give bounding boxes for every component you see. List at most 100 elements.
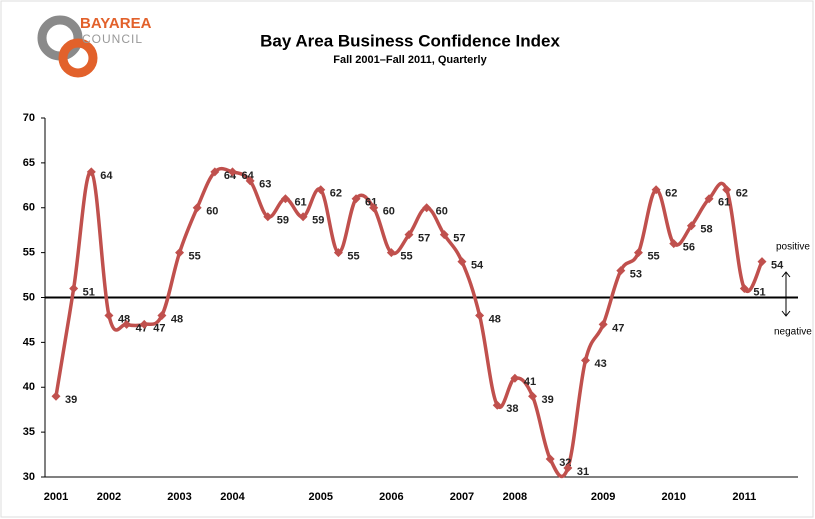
logo: BAYAREA COUNCIL (37, 15, 152, 78)
x-tick-label: 2004 (220, 491, 245, 503)
point (422, 203, 432, 213)
data-label: 54 (771, 260, 784, 272)
data-label: 64 (100, 170, 113, 182)
point (598, 319, 608, 329)
x-tick-label: 2006 (379, 491, 403, 503)
point (563, 463, 573, 473)
x-tick-label: 2007 (450, 491, 474, 503)
point (739, 284, 749, 294)
x-tick-label: 2001 (44, 491, 68, 503)
point (510, 373, 520, 383)
y-tick-label: 70 (23, 112, 35, 124)
data-label: 56 (683, 242, 695, 254)
point (210, 167, 220, 177)
y-tick-label: 30 (23, 471, 35, 483)
data-label: 38 (506, 403, 518, 415)
point (404, 230, 414, 240)
y-tick-label: 35 (23, 426, 35, 438)
annotation: negative (774, 327, 812, 338)
x-tick-label: 2002 (97, 491, 121, 503)
data-label: 39 (65, 394, 77, 406)
data-label: 58 (700, 224, 712, 236)
data-label: 53 (630, 268, 642, 280)
logo-text: BAYAREA (80, 15, 152, 32)
data-label: 48 (489, 313, 501, 325)
data-label: 63 (259, 179, 271, 191)
point (157, 310, 167, 320)
data-label: 60 (383, 206, 395, 218)
point (475, 310, 485, 320)
x-tick-label: 2009 (591, 491, 615, 503)
data-label: 55 (189, 251, 201, 263)
data-label: 47 (153, 322, 165, 334)
y-tick-label: 65 (23, 157, 35, 169)
point (280, 194, 290, 204)
point (86, 167, 96, 177)
point (439, 230, 449, 240)
point (757, 257, 767, 267)
x-tick-label: 2011 (732, 491, 756, 503)
point (333, 248, 343, 258)
data-label: 59 (312, 215, 324, 227)
point (545, 454, 555, 464)
point (228, 167, 237, 177)
x-tick-label: 2008 (503, 491, 527, 503)
point (386, 248, 396, 258)
data-label: 47 (612, 322, 624, 334)
y-tick-label: 60 (23, 202, 35, 214)
data-label: 60 (436, 206, 448, 218)
data-label: 62 (736, 188, 748, 200)
data-label: 43 (595, 358, 607, 370)
data-label: 57 (453, 233, 465, 245)
point (245, 176, 255, 186)
data-label: 48 (171, 313, 183, 325)
point (175, 248, 185, 258)
annotation: positive (776, 242, 810, 253)
data-label: 57 (418, 233, 430, 245)
point (581, 355, 590, 365)
x-tick-label: 2010 (662, 491, 686, 503)
data-label: 61 (718, 197, 730, 209)
data-label: 39 (542, 394, 554, 406)
point (686, 221, 696, 231)
point (492, 400, 502, 410)
x-tick-label: 2005 (309, 491, 333, 503)
point (633, 248, 643, 258)
x-tick-label: 2003 (167, 491, 191, 503)
data-label: 55 (400, 251, 412, 263)
data-label: 59 (277, 215, 289, 227)
data-label: 55 (647, 251, 659, 263)
point (616, 266, 626, 276)
data-label: 62 (330, 188, 342, 200)
y-tick-label: 45 (23, 336, 35, 348)
point (316, 185, 326, 195)
data-label: 55 (347, 251, 359, 263)
point (369, 203, 379, 213)
data-label: 60 (206, 206, 218, 218)
data-label: 62 (665, 188, 677, 200)
double-arrow (781, 271, 791, 317)
point (122, 319, 132, 329)
point (192, 203, 202, 213)
point (51, 391, 61, 401)
y-tick-label: 55 (23, 247, 35, 259)
point (528, 391, 538, 401)
point (351, 194, 361, 204)
data-label: 51 (83, 286, 95, 298)
point (263, 212, 273, 222)
logo-ring (58, 38, 98, 78)
chart-title: Bay Area Business Confidence Index (260, 31, 560, 50)
point (298, 212, 308, 222)
point (104, 310, 114, 320)
point (669, 239, 679, 249)
data-label: 41 (524, 376, 536, 388)
data-label: 54 (471, 260, 484, 272)
point (139, 319, 149, 329)
point (651, 185, 661, 195)
data-label: 51 (753, 286, 765, 298)
logo-text: COUNCIL (82, 32, 143, 46)
data-label: 61 (294, 197, 306, 209)
y-tick-label: 50 (23, 291, 35, 303)
